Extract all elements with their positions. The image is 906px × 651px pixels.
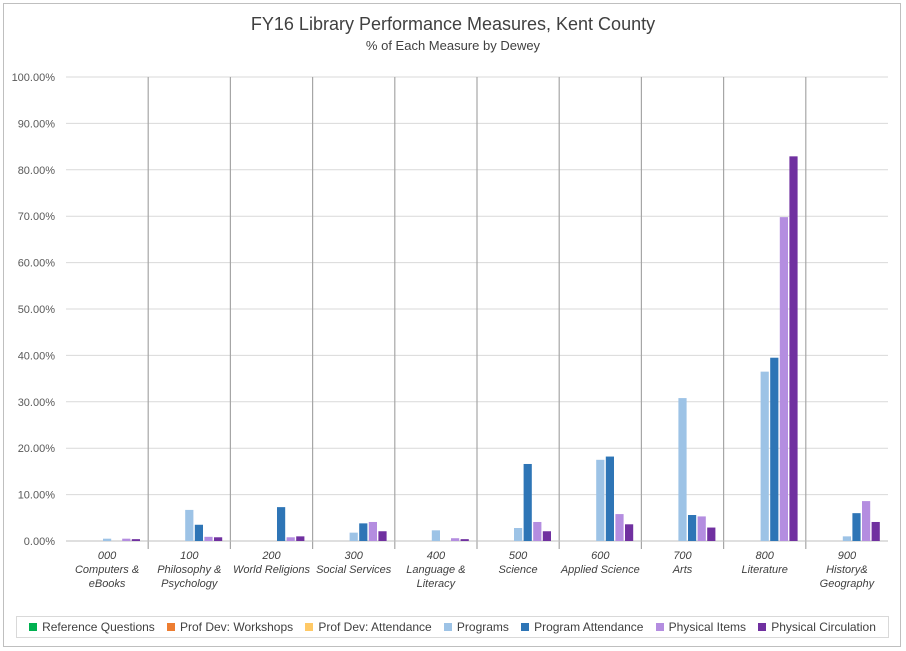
bar <box>122 538 131 541</box>
y-tick-label: 30.00% <box>18 397 56 409</box>
legend-item: Reference Questions <box>29 620 155 634</box>
legend-swatch <box>758 623 767 631</box>
y-tick-label: 60.00% <box>18 258 56 270</box>
y-tick-label: 90.00% <box>18 118 56 130</box>
legend-label: Programs <box>456 620 509 634</box>
bar <box>185 509 194 541</box>
legend-label: Program Attendance <box>534 620 644 634</box>
x-tick-label: 700 <box>673 550 692 562</box>
x-tick-label: 300 <box>345 550 364 562</box>
x-tick-label: World Religions <box>233 564 311 576</box>
x-tick-label: Social Services <box>316 564 392 576</box>
bar <box>596 459 605 541</box>
bar <box>688 515 697 541</box>
bar <box>707 527 716 541</box>
bar <box>359 523 368 541</box>
bar <box>605 456 614 541</box>
legend-swatch <box>521 623 530 631</box>
bar <box>871 521 880 541</box>
legend-label: Physical Circulation <box>771 620 876 634</box>
bar <box>103 538 112 541</box>
y-tick-label: 10.00% <box>18 490 56 502</box>
bar <box>523 463 532 541</box>
x-tick-label: 600 <box>591 550 610 562</box>
legend-item: Prof Dev: Attendance <box>305 620 432 634</box>
bar <box>349 532 358 541</box>
bar <box>842 536 851 541</box>
bar <box>514 528 523 541</box>
x-tick-label: 200 <box>261 550 281 562</box>
legend-label: Prof Dev: Attendance <box>318 620 432 634</box>
bar <box>533 521 542 541</box>
bar <box>760 371 769 541</box>
chart-legend: Reference Questions Prof Dev: Workshops Pr… <box>16 616 889 638</box>
bar <box>697 516 706 541</box>
bar <box>852 513 861 541</box>
bar <box>542 531 551 541</box>
bar <box>460 539 469 541</box>
bar <box>789 156 798 541</box>
x-tick-label: 800 <box>756 550 775 562</box>
y-tick-label: 80.00% <box>18 165 56 177</box>
legend-item: Programs <box>443 620 509 634</box>
bar <box>770 357 779 541</box>
x-tick-label: Computers & <box>75 564 139 576</box>
x-tick-label: Psychology <box>161 578 219 590</box>
legend-label: Reference Questions <box>42 620 155 634</box>
y-tick-label: 100.00% <box>12 72 56 84</box>
legend-item: Prof Dev: Workshops <box>166 620 294 634</box>
x-tick-label: eBooks <box>89 578 126 590</box>
y-tick-label: 50.00% <box>18 304 56 316</box>
bar <box>451 538 460 541</box>
legend-item: Physical Circulation <box>758 620 876 634</box>
x-tick-label: Philosophy & <box>157 564 221 576</box>
legend-swatch <box>305 623 314 631</box>
legend-swatch <box>443 623 452 631</box>
bar <box>131 539 140 541</box>
bar <box>625 524 634 541</box>
bar <box>678 398 687 541</box>
legend-label: Physical Items <box>668 620 747 634</box>
bar <box>378 531 387 541</box>
bar <box>779 217 788 542</box>
x-tick-label: Literacy <box>417 578 457 590</box>
x-tick-label: 100 <box>180 550 199 562</box>
legend-item: Program Attendance <box>521 620 643 634</box>
x-tick-label: 900 <box>838 550 857 562</box>
x-tick-label: Geography <box>820 578 876 590</box>
x-tick-label: History& <box>826 564 868 576</box>
x-tick-label: Science <box>499 564 538 576</box>
x-tick-label: Applied Science <box>560 564 640 576</box>
bar <box>286 537 295 541</box>
bar <box>615 514 624 541</box>
bar <box>862 501 871 541</box>
bar <box>204 536 213 541</box>
y-tick-label: 70.00% <box>18 211 56 223</box>
y-tick-label: 0.00% <box>24 536 55 548</box>
x-tick-label: Arts <box>672 564 693 576</box>
bar <box>368 521 377 541</box>
legend-swatch <box>655 623 664 631</box>
bar <box>296 536 305 541</box>
legend-label: Prof Dev: Workshops <box>179 620 294 634</box>
x-tick-label: 500 <box>509 550 528 562</box>
x-tick-label: 400 <box>427 550 446 562</box>
bar <box>431 530 440 541</box>
x-tick-label: Literature <box>741 564 787 576</box>
legend-item: Physical Items <box>655 620 747 634</box>
bar <box>277 507 286 541</box>
bar <box>194 524 203 541</box>
legend-swatch <box>29 623 38 631</box>
chart-title: FY16 Library Performance Measures, Kent … <box>250 14 656 34</box>
chart-subtitle: % of Each Measure by Dewey <box>365 38 541 53</box>
x-tick-label: 000 <box>98 550 117 562</box>
y-tick-label: 40.00% <box>18 350 56 362</box>
legend-swatch <box>166 623 175 631</box>
x-tick-label: Language & <box>406 564 465 576</box>
bar <box>214 537 223 541</box>
y-tick-label: 20.00% <box>18 443 56 455</box>
